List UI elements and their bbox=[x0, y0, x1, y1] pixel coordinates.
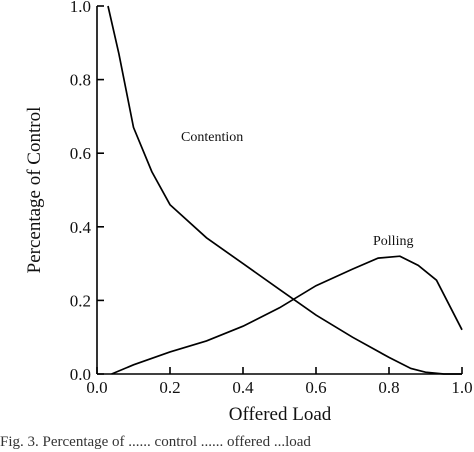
series-line-contention bbox=[107, 5, 462, 375]
y-tick-label: 0.8 bbox=[70, 71, 91, 90]
y-tick-label: 1.0 bbox=[70, 0, 91, 16]
x-tick-label: 1.0 bbox=[451, 378, 472, 397]
series-layer bbox=[107, 5, 463, 375]
ticks bbox=[96, 5, 463, 375]
series-label-polling: Polling bbox=[373, 234, 413, 249]
x-tick-label: 0.6 bbox=[305, 378, 326, 397]
x-tick-label: 0.2 bbox=[159, 378, 180, 397]
x-tick-label: 0.0 bbox=[86, 378, 107, 397]
y-tick-label: 0.6 bbox=[70, 144, 91, 163]
y-tick-label: 0.0 bbox=[70, 365, 91, 384]
y-tick-label: 0.4 bbox=[70, 218, 92, 237]
x-tick-label: 0.4 bbox=[232, 378, 254, 397]
x-axis-label: Offered Load bbox=[229, 404, 332, 425]
tick-labels: 0.0 0.2 0.4 0.6 0.8 1.0 0.0 0.2 0.4 0.6 0.8 1.0 bbox=[70, 0, 473, 397]
series-label-contention: Contention bbox=[181, 130, 243, 145]
y-tick-label: 0.2 bbox=[70, 291, 91, 310]
series-line-polling bbox=[111, 255, 463, 375]
x-tick-label: 0.8 bbox=[378, 378, 399, 397]
y-axis-label: Percentage of Control bbox=[24, 107, 45, 274]
figure-caption: Fig. 3. Percentage of ...... control ...… bbox=[0, 434, 311, 450]
